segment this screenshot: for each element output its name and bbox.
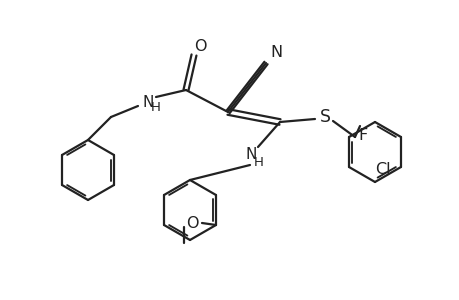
Text: S: S xyxy=(319,108,330,126)
Text: N: N xyxy=(245,146,256,161)
Text: H: H xyxy=(151,100,161,113)
Text: O: O xyxy=(193,38,206,53)
Text: Cl: Cl xyxy=(375,161,390,176)
Text: N: N xyxy=(269,44,281,59)
Text: F: F xyxy=(358,128,367,142)
Text: N: N xyxy=(142,94,153,110)
Text: O: O xyxy=(185,215,198,230)
Text: H: H xyxy=(253,155,263,169)
